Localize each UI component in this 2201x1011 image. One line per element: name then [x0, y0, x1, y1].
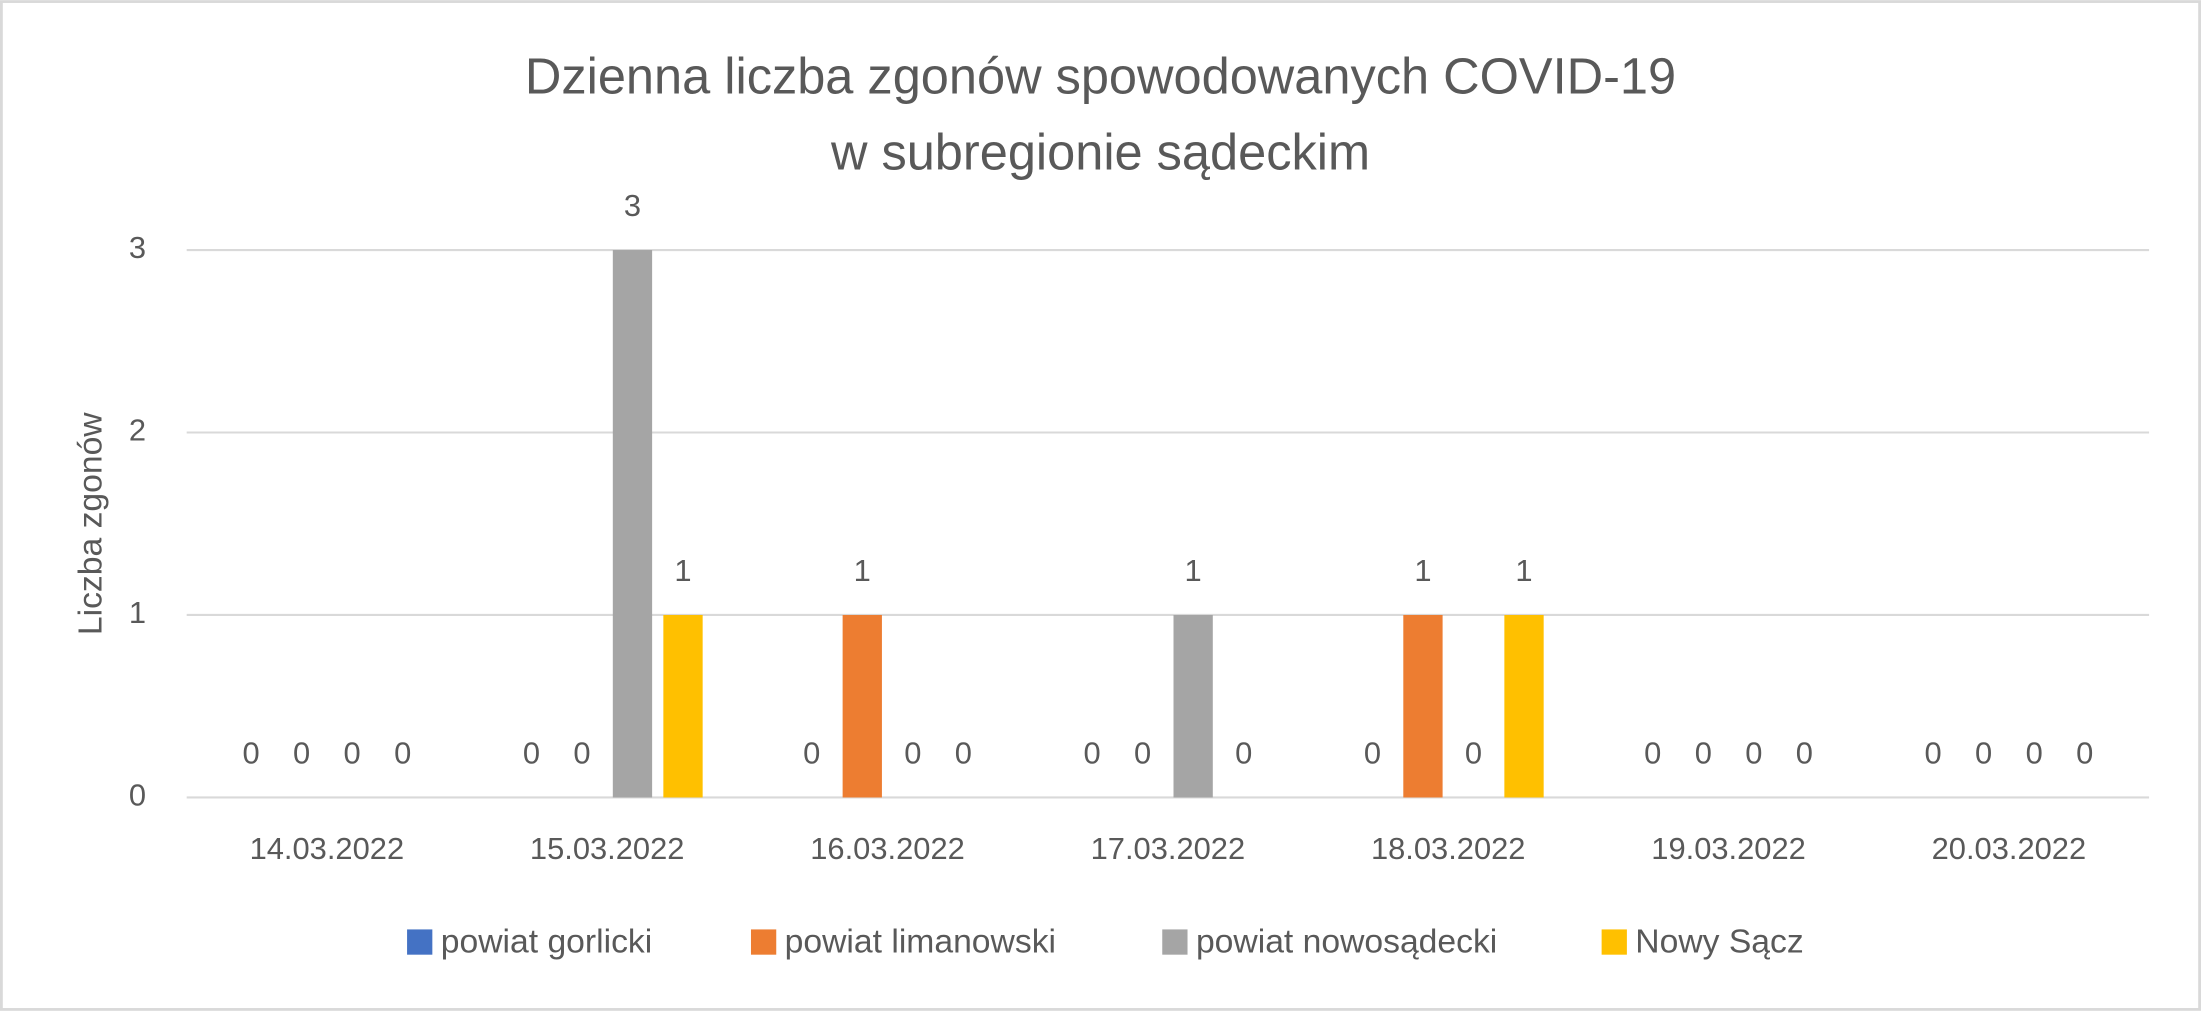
data-label: 0	[1975, 736, 1992, 771]
x-tick-label: 17.03.2022	[1091, 831, 1246, 866]
bar	[612, 250, 653, 798]
bar	[842, 614, 882, 798]
legend-swatch	[1601, 929, 1627, 955]
x-tick-label: 15.03.2022	[530, 831, 685, 866]
legend-label: powiat gorlicki	[441, 923, 652, 960]
y-tick-label: 2	[129, 413, 146, 448]
x-tick-label: 14.03.2022	[250, 831, 405, 866]
data-label: 0	[1134, 736, 1151, 771]
legend-swatch	[1162, 929, 1188, 955]
y-tick-label: 0	[129, 778, 146, 813]
legend-swatch	[750, 929, 777, 955]
data-label: 1	[674, 553, 691, 588]
y-tick-label: 3	[129, 230, 146, 265]
x-tick-label: 16.03.2022	[810, 831, 965, 866]
data-label: 0	[1364, 736, 1381, 771]
data-label: 3	[624, 188, 641, 223]
x-tick-label: 18.03.2022	[1371, 831, 1526, 866]
x-tick-label: 19.03.2022	[1651, 831, 1806, 866]
y-tick-label: 1	[129, 595, 146, 630]
data-label: 1	[1185, 553, 1202, 588]
data-label: 0	[1925, 736, 1942, 771]
data-label: 0	[904, 736, 921, 771]
chart-title: w subregionie sądeckim	[830, 123, 1370, 180]
data-label: 0	[1644, 736, 1661, 771]
data-label: 0	[2026, 736, 2043, 771]
bar	[1403, 614, 1443, 798]
x-tick-label: 20.03.2022	[1932, 831, 2087, 866]
data-label: 1	[1515, 553, 1532, 588]
bar	[663, 614, 703, 798]
data-label: 0	[1796, 736, 1813, 771]
legend-label: Nowy Sącz	[1635, 923, 1803, 960]
data-label: 0	[1083, 736, 1100, 771]
data-label: 0	[394, 736, 411, 771]
data-label: 1	[1414, 553, 1431, 588]
data-label: 0	[523, 736, 540, 771]
data-label: 0	[955, 736, 972, 771]
legend-label: powiat limanowski	[785, 923, 1056, 960]
bar	[1504, 614, 1544, 798]
data-label: 0	[344, 736, 361, 771]
legend-label: powiat nowosądecki	[1196, 923, 1497, 960]
data-label: 0	[573, 736, 590, 771]
legend-swatch	[407, 929, 433, 955]
data-label: 0	[242, 736, 259, 771]
bar	[1173, 614, 1213, 798]
data-label: 0	[803, 736, 820, 771]
data-label: 0	[293, 736, 310, 771]
data-label: 0	[1695, 736, 1712, 771]
data-label: 0	[1465, 736, 1482, 771]
data-label: 0	[2076, 736, 2093, 771]
chart-title: Dzienna liczba zgonów spowodowanych COVI…	[525, 48, 1676, 105]
data-label: 0	[1745, 736, 1762, 771]
data-label: 1	[854, 553, 871, 588]
y-axis-label: Liczba zgonów	[73, 412, 110, 635]
data-label: 0	[1235, 736, 1252, 771]
